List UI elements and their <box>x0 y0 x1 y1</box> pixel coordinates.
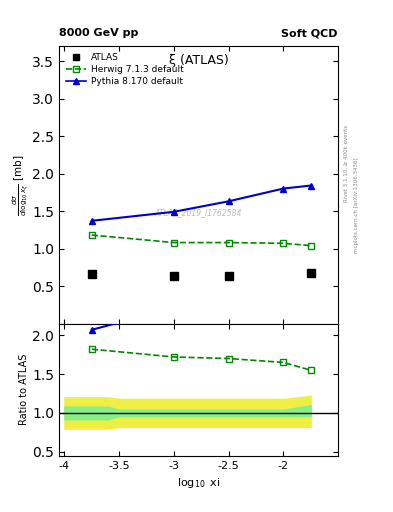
Text: 8000 GeV pp: 8000 GeV pp <box>59 28 138 38</box>
Legend: ATLAS, Herwig 7.1.3 default, Pythia 8.170 default: ATLAS, Herwig 7.1.3 default, Pythia 8.17… <box>63 51 186 89</box>
Text: mcplots.cern.ch [arXiv:1306.3436]: mcplots.cern.ch [arXiv:1306.3436] <box>354 157 359 252</box>
Text: ATLAS_2019_I1762584: ATLAS_2019_I1762584 <box>155 208 242 217</box>
Text: ξ (ATLAS): ξ (ATLAS) <box>169 54 228 68</box>
Text: Soft QCD: Soft QCD <box>281 28 338 38</box>
Y-axis label: Ratio to ATLAS: Ratio to ATLAS <box>19 354 29 425</box>
Text: Rivet 3.1.10, ≥ 400k events: Rivet 3.1.10, ≥ 400k events <box>344 125 349 202</box>
Y-axis label: $\frac{d\sigma}{d\log_{10}x_{\xi}}$ [mb]: $\frac{d\sigma}{d\log_{10}x_{\xi}}$ [mb] <box>10 154 31 216</box>
X-axis label: $\log_{10}$ xi: $\log_{10}$ xi <box>177 476 220 490</box>
